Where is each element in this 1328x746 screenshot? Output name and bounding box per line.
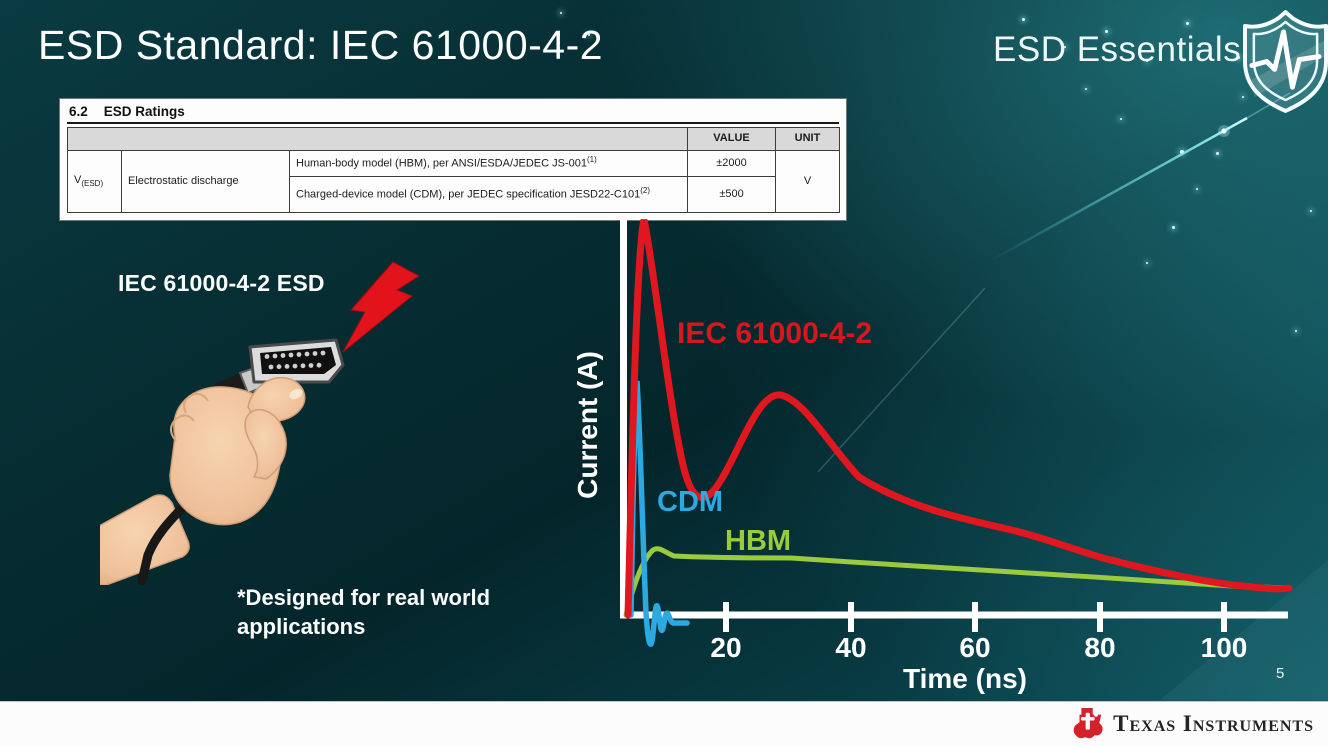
star — [1180, 150, 1184, 154]
hbm-description-cell: Human-body model (HBM), per ANSI/ESDA/JE… — [288, 150, 689, 177]
section-title: ESD Ratings — [103, 104, 185, 119]
star — [1120, 118, 1122, 120]
star — [1216, 152, 1219, 155]
star — [588, 34, 590, 36]
fingernail — [289, 388, 303, 400]
cdm-value-cell: ±500 — [687, 176, 777, 213]
x-tick-labels: 20 40 60 80 100 — [710, 632, 1247, 663]
page-title: ESD Standard: IEC 61000-4-2 — [38, 22, 604, 68]
star — [1172, 226, 1175, 229]
page-number: 5 — [1276, 665, 1285, 682]
header-unit: UNIT — [775, 127, 841, 151]
hbm-series-label: HBM — [725, 525, 791, 557]
star — [1064, 46, 1066, 48]
table-header-row: VALUE UNIT — [66, 127, 841, 151]
star — [1196, 188, 1198, 190]
tick-label-100: 100 — [1201, 632, 1248, 663]
star — [1186, 22, 1189, 25]
knuckles — [170, 392, 209, 442]
lightning-bolt-icon — [342, 261, 420, 353]
forearm — [100, 494, 190, 585]
tick-label-60: 60 — [959, 632, 990, 663]
shield-pulse-icon — [1243, 10, 1328, 113]
star — [1022, 18, 1025, 21]
cdm-description-cell: Charged-device model (CDM), per JEDEC sp… — [288, 176, 689, 213]
illustration-caption: IEC 61000-4-2 ESD — [118, 270, 325, 296]
table-row: V(ESD) Electrostatic discharge Human-bod… — [67, 150, 841, 213]
star — [1105, 30, 1108, 33]
star — [1146, 262, 1148, 264]
footnote: *Designed for real world applications — [237, 585, 491, 639]
parameter-cell: Electrostatic discharge — [121, 150, 290, 213]
cdm-series-label: CDM — [657, 486, 723, 518]
thumb — [244, 408, 287, 480]
tick-label-40: 40 — [835, 632, 866, 663]
hbm-value-cell: ±2000 — [687, 150, 777, 177]
ti-logo-lockup: Texas Instruments — [1072, 707, 1314, 741]
x-axis-label: Time (ns) — [903, 663, 1027, 694]
hdmi-pins — [264, 350, 326, 370]
hbm-curve — [623, 546, 1291, 618]
footer-bar: Texas Instruments — [0, 701, 1328, 746]
star — [1085, 88, 1087, 90]
star — [1146, 60, 1148, 62]
table-section-heading: 6.2 ESD Ratings — [67, 103, 839, 124]
table-row: Charged-device model (CDM), per JEDEC sp… — [68, 176, 840, 213]
star — [560, 12, 562, 14]
datasheet-ratings-table: 6.2 ESD Ratings VALUE UNIT V(ESD) Electro… — [60, 99, 846, 220]
header-value: VALUE — [687, 127, 777, 151]
ti-logo-icon — [1073, 708, 1103, 739]
star — [1242, 96, 1244, 98]
unit-cell: V — [775, 150, 841, 213]
tick-label-80: 80 — [1084, 632, 1115, 663]
esd-waveform-chart: 20 40 60 80 100 Time (ns) Current (A) IE… — [572, 219, 1293, 694]
star — [1310, 210, 1312, 212]
tick-label-20: 20 — [710, 632, 741, 663]
iec-curve — [624, 219, 1293, 619]
star — [1237, 56, 1240, 59]
star — [1295, 330, 1297, 332]
brand-series-label: ESD Essentials — [993, 30, 1242, 69]
section-number: 6.2 — [69, 104, 88, 119]
ti-company-name: Texas Instruments — [1113, 711, 1314, 736]
hand-holding-hdmi-illustration — [100, 261, 420, 585]
iec-series-label: IEC 61000-4-2 — [677, 317, 872, 350]
header-empty-cell — [66, 127, 689, 151]
x-axis-ticks — [723, 602, 1227, 632]
symbol-cell: V(ESD) — [67, 150, 122, 213]
y-axis-label: Current (A) — [572, 351, 603, 499]
